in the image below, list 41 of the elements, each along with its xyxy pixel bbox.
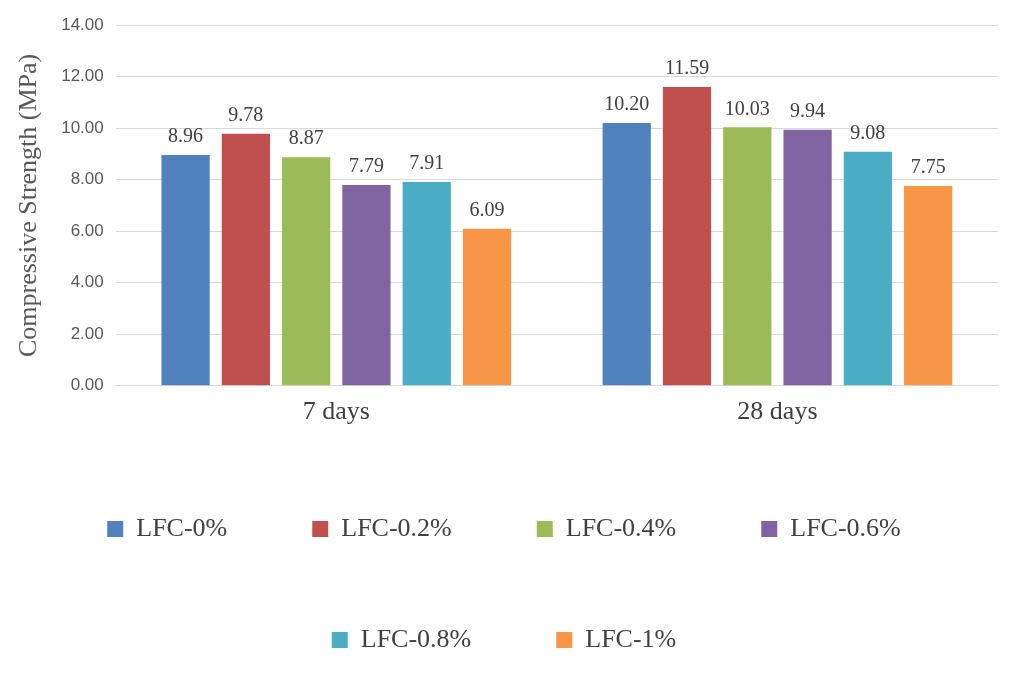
y-tick-label: 12.00 xyxy=(61,66,104,86)
y-tick-label: 8.00 xyxy=(70,169,104,189)
bar xyxy=(402,181,451,386)
y-axis-title: Compressive Strength (MPa) xyxy=(13,53,43,358)
data-label: 7.75 xyxy=(910,155,946,178)
data-label: 9.08 xyxy=(850,121,886,144)
data-label: 9.78 xyxy=(228,103,264,126)
y-tick-label: 10.00 xyxy=(61,117,104,137)
bar xyxy=(221,133,270,386)
y-tick-label: 2.00 xyxy=(70,323,104,343)
x-tick-label: 7 days xyxy=(302,396,370,426)
bar xyxy=(342,185,391,386)
bar xyxy=(282,157,331,386)
bar xyxy=(662,87,712,386)
data-label: 9.94 xyxy=(790,98,826,121)
legend-label: LFC-0% xyxy=(136,512,228,542)
legend-label: LFC-0.4% xyxy=(565,512,677,542)
data-label: 7.79 xyxy=(348,154,384,177)
bar xyxy=(904,186,953,386)
legend-label: LFC-1% xyxy=(585,623,677,653)
data-label: 10.03 xyxy=(724,96,770,119)
x-tick-label: 28 days xyxy=(737,396,818,426)
data-label: 8.96 xyxy=(168,124,204,147)
legend-label: LFC-0.8% xyxy=(360,623,472,653)
bar xyxy=(161,154,210,386)
data-label: 10.20 xyxy=(604,92,650,115)
legend-label: LFC-0.6% xyxy=(790,512,901,542)
bar xyxy=(843,151,892,386)
y-tick-label: 4.00 xyxy=(70,272,104,292)
data-label: 6.09 xyxy=(469,198,505,221)
y-tick-label: 6.00 xyxy=(70,220,104,240)
y-tick-label: 14.00 xyxy=(61,14,104,34)
bar xyxy=(723,127,772,386)
data-label: 11.59 xyxy=(664,56,710,79)
data-label: 7.91 xyxy=(409,151,445,174)
bar xyxy=(783,129,832,386)
bar xyxy=(462,228,512,386)
bar xyxy=(602,122,651,386)
y-tick-label: 0.00 xyxy=(70,375,104,395)
data-label: 8.87 xyxy=(288,126,324,149)
legend-label: LFC-0.2% xyxy=(341,512,452,542)
